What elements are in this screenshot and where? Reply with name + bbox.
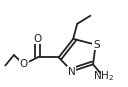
Text: N: N — [68, 67, 76, 77]
Text: O: O — [34, 34, 42, 44]
Text: O: O — [20, 59, 28, 69]
Text: NH$_2$: NH$_2$ — [93, 69, 114, 83]
Text: S: S — [93, 40, 100, 50]
